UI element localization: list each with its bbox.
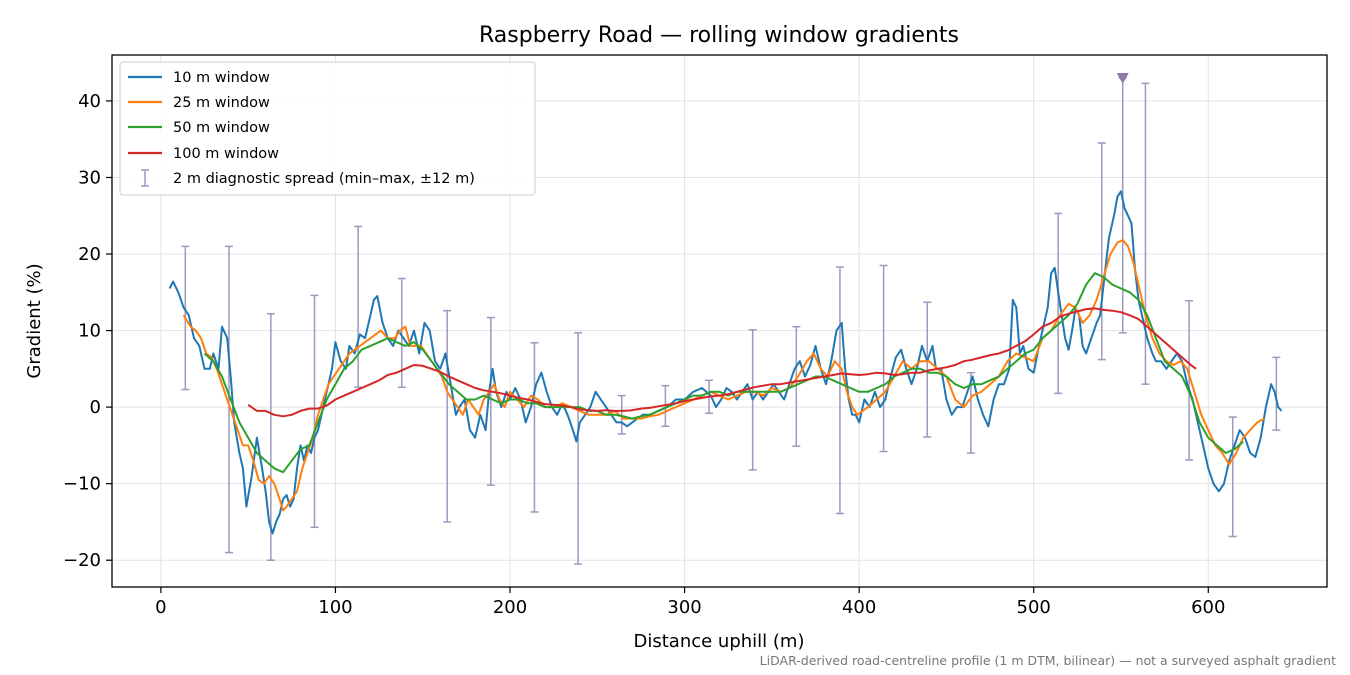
error-bar [792, 325, 801, 447]
plot-frame [111, 54, 1328, 588]
error-bar [966, 371, 975, 454]
legend-swatch-errorbar [141, 169, 149, 187]
series-line-25-m-window [182, 239, 1265, 512]
series-line-100-m-window [247, 307, 1197, 418]
legend-label-100m: 100 m window [173, 146, 279, 162]
error-bar [1118, 77, 1127, 334]
error-bar [1185, 299, 1194, 461]
error-bar [266, 312, 275, 561]
series-lines [168, 72, 1283, 535]
error-bar [1272, 356, 1281, 431]
peak-marker [1116, 72, 1129, 84]
error-bar [835, 266, 844, 515]
y-tick-label: 40 [78, 91, 101, 112]
error-bar [443, 309, 452, 523]
legend-frame [119, 61, 536, 196]
error-bar [310, 294, 319, 529]
y-tick-label: 10 [78, 321, 101, 342]
error-bar [1054, 212, 1063, 395]
error-bar [354, 225, 363, 388]
x-tick-label: 100 [318, 597, 352, 618]
y-tick-label: −10 [63, 474, 101, 495]
chart-title: Raspberry Road — rolling window gradient… [479, 23, 959, 48]
error-bar [923, 301, 932, 438]
y-tick-label: 30 [78, 167, 101, 188]
x-tick-label: 500 [1017, 597, 1051, 618]
y-tick-label: 20 [78, 244, 101, 265]
series-line-10-m-window [168, 190, 1283, 535]
legend-label-25m: 25 m window [173, 95, 270, 111]
legend-label-50m: 50 m window [173, 120, 270, 136]
axes [111, 54, 1328, 588]
error-bar [1097, 142, 1106, 361]
y-tick-label: −20 [63, 550, 101, 571]
error-bar [1228, 416, 1237, 538]
x-tick-label: 0 [155, 597, 166, 618]
error-bar [397, 277, 406, 388]
error-bar [224, 245, 233, 554]
x-tick-label: 400 [842, 597, 876, 618]
x-tick-label: 200 [493, 597, 527, 618]
tick-labels: 0 100 200 300 400 500 600 −20 −10 0 10 20 30 40 [63, 91, 1225, 618]
x-tick-label: 300 [667, 597, 701, 618]
error-bars [181, 77, 1281, 565]
y-axis-label: Gradient (%) [24, 263, 45, 378]
error-bar [530, 342, 539, 513]
footnote: LiDAR-derived road-centreline profile (1… [760, 653, 1336, 668]
x-tick-label: 600 [1191, 597, 1225, 618]
series-line-50-m-window [203, 272, 1244, 474]
legend-label-errorbar: 2 m diagnostic spread (min–max, ±12 m) [173, 171, 475, 187]
error-bar [879, 264, 888, 453]
legend: 10 m window 25 m window 50 m window 100 … [119, 61, 536, 196]
x-axis-label: Distance uphill (m) [634, 631, 805, 652]
y-tick-label: 0 [90, 397, 101, 418]
error-bar [486, 316, 495, 486]
error-bar [617, 394, 626, 435]
legend-label-10m: 10 m window [173, 70, 270, 86]
error-bar [574, 332, 583, 565]
